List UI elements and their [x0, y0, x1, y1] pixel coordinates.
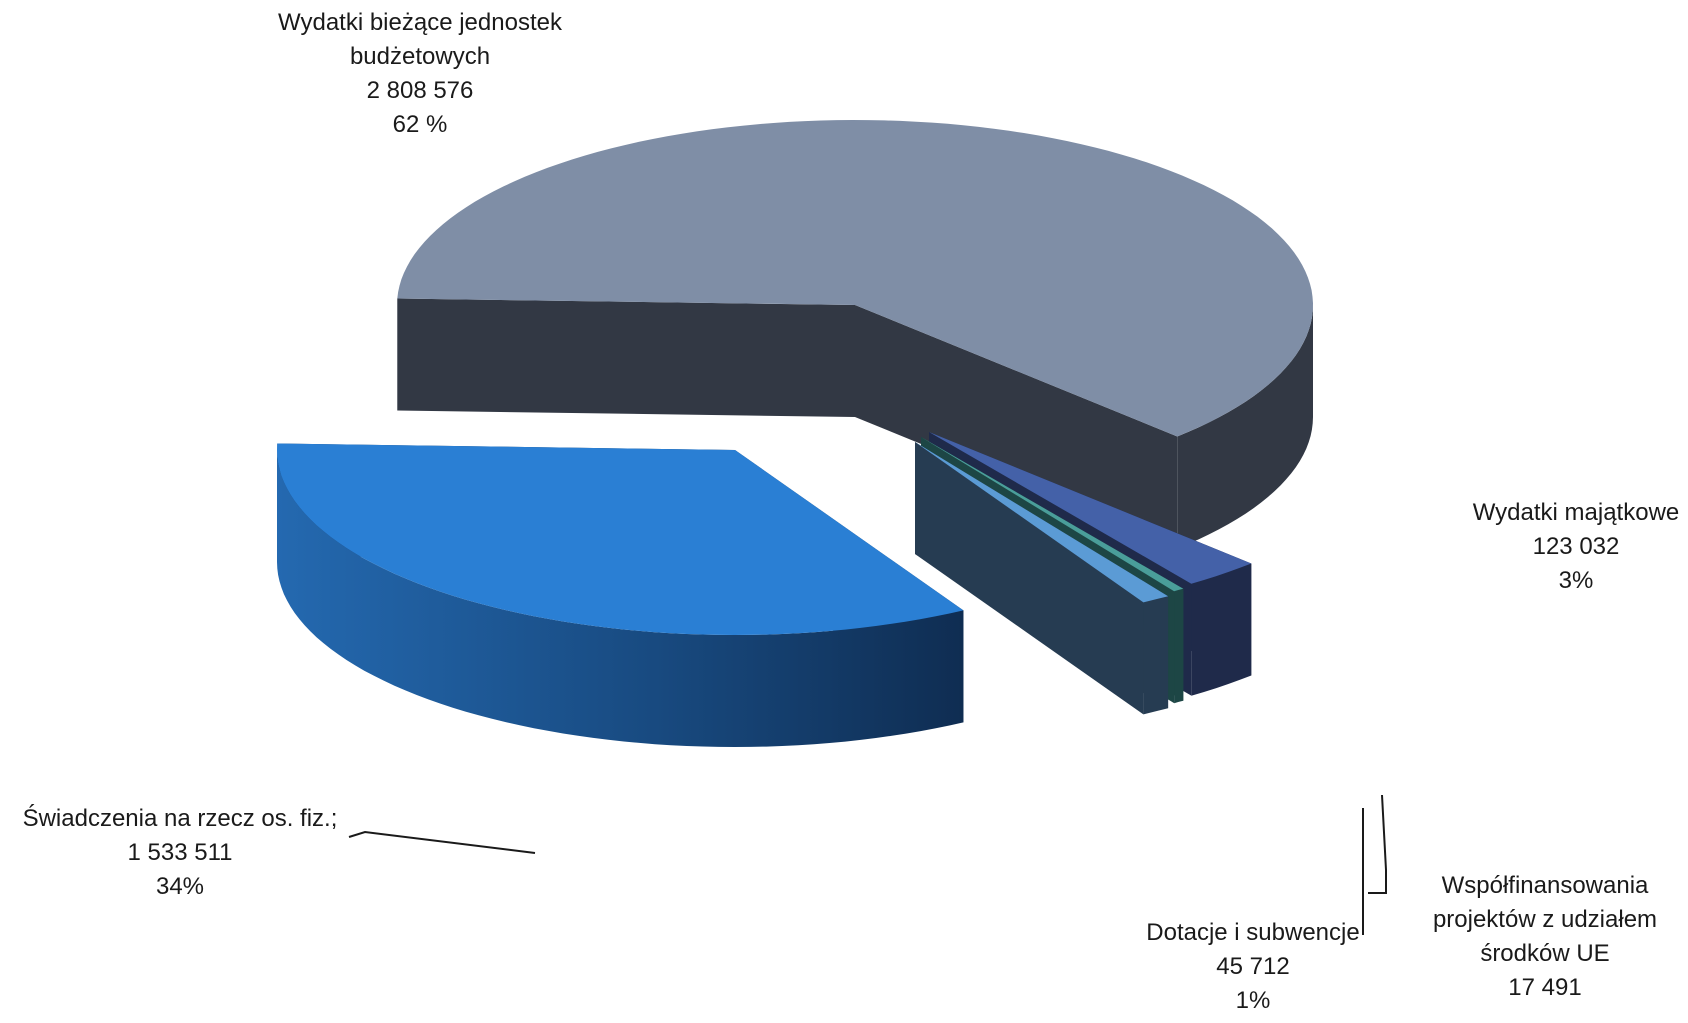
pie-slice-0-top [397, 120, 1313, 437]
data-label-4-value: 1 533 511 [128, 839, 233, 866]
data-label-1-value: 123 032 [1533, 533, 1620, 560]
data-label-2-line-2: środków UE [1480, 940, 1609, 967]
data-label-4-line-0: Świadczenia na rzecz os. fiz.; [23, 804, 338, 832]
data-labels: Wydatki bieżące jednostek budżetowych 2 80… [23, 9, 1680, 1014]
pie-slice-2-top [921, 437, 1184, 592]
pie-slice-0 [397, 120, 1313, 549]
data-label-4: Świadczenia na rzecz os. fiz.; 1 533 511 3… [23, 804, 338, 900]
pie-slice-3-side [1143, 596, 1169, 715]
pie-slice-4-side [277, 450, 964, 747]
pie-slice-0-wall-end [855, 305, 1178, 549]
data-label-2-line-1: projektów z udziałem [1433, 906, 1657, 933]
data-label-1-percent: 3% [1559, 567, 1594, 594]
pie-slice-2-side [1174, 588, 1184, 704]
slices-layer [277, 120, 1313, 747]
data-label-0-line-1: budżetowych [350, 43, 490, 70]
pie-slice-0-wall-start [397, 298, 855, 417]
leader-lines [348, 794, 1387, 935]
leader-line-2 [1368, 794, 1387, 894]
pie-slice-3-top [915, 442, 1169, 603]
data-label-4-percent: 34% [156, 873, 204, 900]
data-label-3-line-0: Dotacje i subwencje [1146, 919, 1359, 946]
pie-slice-1-top [929, 432, 1252, 584]
pie-slice-4 [277, 443, 964, 747]
data-label-3-percent: 1% [1236, 987, 1271, 1014]
data-label-3: Dotacje i subwencje 45 712 1% [1146, 919, 1359, 1014]
pie-slice-3-wall-end [915, 442, 1144, 715]
data-label-1-line-0: Wydatki majątkowe [1473, 499, 1680, 526]
data-label-3-value: 45 712 [1216, 953, 1289, 980]
pie-slice-0-side [1177, 305, 1313, 549]
data-label-0-line-0: Wydatki bieżące jednostek [278, 9, 563, 36]
data-label-1: Wydatki majątkowe 123 032 3% [1473, 499, 1680, 594]
data-label-0: Wydatki bieżące jednostek budżetowych 2 80… [278, 9, 563, 138]
leader-line-4 [348, 830, 536, 854]
data-label-2: Współfinansowania projektów z udziałem śro… [1433, 872, 1657, 1001]
data-label-2-line-0: Współfinansowania [1442, 872, 1649, 899]
data-label-2-value: 17 491 [1508, 974, 1581, 1001]
pie-slice-3 [915, 442, 1169, 715]
pie-slice-1-side [1191, 563, 1252, 696]
data-label-0-percent: 62 % [393, 111, 448, 138]
data-label-0-value: 2 808 576 [367, 77, 474, 104]
pie-slice-4-top [277, 443, 964, 635]
